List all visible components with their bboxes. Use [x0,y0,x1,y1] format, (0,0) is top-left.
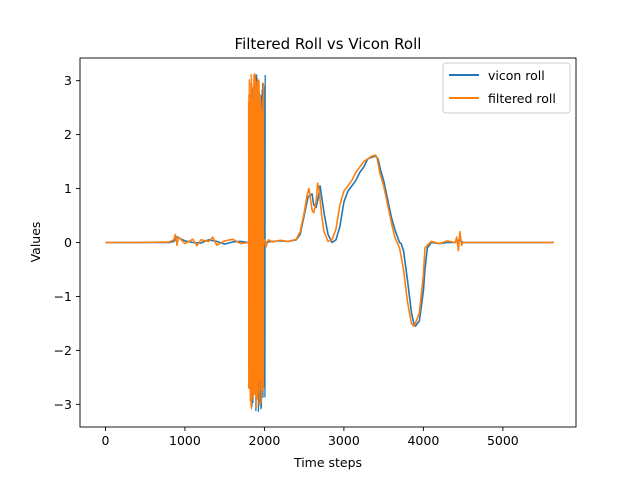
y-tick-label: 3 [64,73,72,88]
x-tick-label: 0 [101,433,109,448]
y-tick-label: −3 [54,397,72,412]
x-tick-label: 4000 [407,433,439,448]
y-tick-label: −1 [54,289,72,304]
series-line-filtered-roll [105,154,554,327]
chart-title: Filtered Roll vs Vicon Roll [235,35,422,53]
x-tick-label: 2000 [249,433,281,448]
y-tick-label: −2 [54,343,72,358]
legend-label-vicon-roll: vicon roll [488,68,545,83]
axes: 0 1000 2000 3000 4000 5000 −3 −2 −1 0 1 2 3 [54,57,577,448]
x-tick-label: 3000 [328,433,360,448]
x-axis-label: Time steps [293,455,362,470]
series-band-filtered-roll [247,72,265,410]
y-tick-label: 1 [64,181,72,196]
x-tick-label: 1000 [169,433,201,448]
y-tick-label: 0 [64,235,72,250]
series-lines [105,72,554,412]
x-tick-label: 5000 [487,433,519,448]
y-tick-label: 2 [64,127,72,142]
legend: vicon roll filtered roll [442,62,571,114]
y-axis-label: Values [28,222,43,263]
legend-label-filtered-roll: filtered roll [488,91,556,106]
